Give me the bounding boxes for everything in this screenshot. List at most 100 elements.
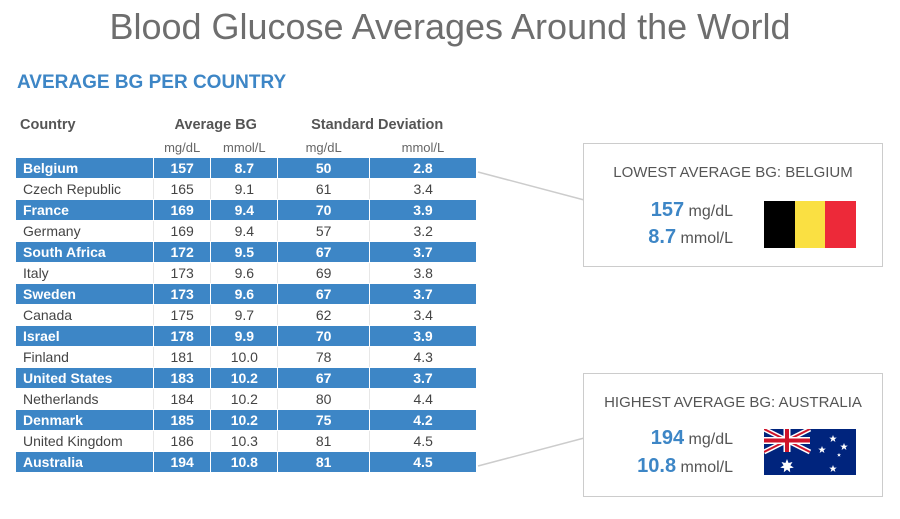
cell-avg-mmol: 10.0 — [210, 346, 279, 368]
cell-country: Belgium — [16, 158, 154, 179]
cell-avg-mg: 172 — [153, 241, 212, 263]
cell-avg-mg: 157 — [153, 158, 212, 179]
cell-sd-mmol: 4.2 — [369, 409, 478, 431]
cell-sd-mmol: 3.7 — [369, 283, 478, 305]
australia-flag-icon — [764, 429, 856, 475]
cell-country: United Kingdom — [16, 430, 154, 452]
cell-avg-mmol: 10.2 — [210, 388, 279, 410]
table-row: United Kingdom 186 10.3 81 4.5 — [16, 430, 477, 452]
cell-sd-mmol: 2.8 — [369, 158, 478, 179]
table-row: Belgium 157 8.7 50 2.8 — [16, 158, 478, 179]
table-row: Germany 169 9.4 57 3.2 — [16, 220, 477, 242]
cell-sd-mg: 75 — [277, 409, 370, 431]
cell-sd-mg: 78 — [277, 346, 370, 368]
lowest-mmol-value: 8.7 — [648, 226, 677, 248]
cell-avg-mg: 173 — [153, 283, 212, 305]
cell-sd-mg: 81 — [277, 451, 370, 473]
cell-sd-mg: 67 — [277, 241, 370, 263]
table-header-row: Country Average BG Standard Deviation — [16, 114, 477, 136]
lowest-mg-value: 157 — [650, 199, 685, 221]
cell-avg-mg: 185 — [153, 409, 212, 431]
table-row: Sweden 173 9.6 67 3.7 — [16, 283, 478, 305]
highest-connector-line — [477, 436, 589, 467]
cell-sd-mg: 80 — [277, 388, 370, 410]
cell-country: Denmark — [16, 409, 154, 431]
cell-sd-mmol: 3.4 — [369, 178, 477, 200]
lowest-mmol-line: 8.7 mmol/L — [648, 226, 733, 249]
cell-sd-mg: 81 — [277, 430, 370, 452]
cell-sd-mmol: 3.7 — [369, 367, 478, 389]
cell-avg-mmol: 9.5 — [210, 241, 279, 263]
cell-sd-mmol: 4.5 — [369, 430, 477, 452]
section-heading: AVERAGE BG PER COUNTRY — [17, 72, 287, 93]
cell-sd-mmol: 3.7 — [369, 241, 478, 263]
cell-avg-mg: 183 — [153, 367, 212, 389]
table-row: Canada 175 9.7 62 3.4 — [16, 304, 477, 326]
cell-country: Sweden — [16, 283, 154, 305]
cell-avg-mg: 186 — [153, 430, 212, 452]
cell-sd-mmol: 3.9 — [369, 199, 478, 221]
table-row: Denmark 185 10.2 75 4.2 — [16, 409, 478, 431]
cell-sd-mg: 61 — [277, 178, 370, 200]
cell-country: Czech Republic — [16, 178, 154, 200]
col-header-stddev: Standard Deviation — [311, 117, 444, 133]
highest-mmol-value: 10.8 — [637, 455, 677, 477]
cell-sd-mg: 70 — [277, 199, 370, 221]
unit-sd-mmol: mmol/L — [401, 139, 445, 155]
col-header-country: Country — [20, 117, 76, 133]
cell-country: France — [16, 199, 154, 221]
cell-avg-mg: 181 — [153, 346, 212, 368]
unit-avg-mg: mg/dL — [164, 139, 201, 155]
unit-avg-mmol: mmol/L — [223, 139, 266, 155]
highest-mmol-line: 10.8 mmol/L — [637, 455, 733, 478]
cell-sd-mg: 67 — [277, 283, 370, 305]
table-row: Australia 194 10.8 81 4.5 — [16, 451, 478, 473]
cell-avg-mmol: 9.6 — [210, 262, 279, 284]
cell-avg-mg: 165 — [153, 178, 212, 200]
cell-avg-mg: 169 — [153, 220, 212, 242]
table-units-row: mg/dL mmol/L mg/dL mmol/L — [16, 136, 477, 158]
cell-sd-mg: 57 — [277, 220, 370, 242]
cell-country: Canada — [16, 304, 154, 326]
cell-sd-mmol: 3.4 — [369, 304, 477, 326]
cell-avg-mmol: 9.7 — [210, 304, 279, 326]
cell-avg-mmol: 10.2 — [210, 409, 279, 431]
belgium-flag-icon — [764, 201, 856, 248]
cell-sd-mmol: 4.4 — [369, 388, 477, 410]
highest-mg-unit: mg/dL — [688, 431, 733, 448]
cell-avg-mg: 173 — [153, 262, 212, 284]
cell-avg-mmol: 8.7 — [210, 158, 279, 179]
cell-sd-mmol: 3.8 — [369, 262, 477, 284]
cell-sd-mmol: 3.9 — [369, 325, 478, 347]
cell-sd-mg: 50 — [277, 158, 370, 179]
lowest-connector-line — [477, 171, 589, 202]
cell-country: Australia — [16, 451, 154, 473]
cell-avg-mg: 184 — [153, 388, 212, 410]
table-row: Israel 178 9.9 70 3.9 — [16, 325, 478, 347]
cell-avg-mmol: 9.6 — [210, 283, 279, 305]
cell-avg-mmol: 10.8 — [210, 451, 279, 473]
cell-country: Finland — [16, 346, 154, 368]
cell-avg-mmol: 9.9 — [210, 325, 279, 347]
table-row: Italy 173 9.6 69 3.8 — [16, 262, 477, 284]
table-body: Belgium 157 8.7 50 2.8 Czech Republic 165 9.1 61… — [16, 158, 478, 473]
cell-sd-mmol: 4.3 — [369, 346, 477, 368]
cell-avg-mmol: 9.4 — [210, 199, 279, 221]
table-row: France 169 9.4 70 3.9 — [16, 199, 478, 221]
cell-country: United States — [16, 367, 154, 389]
table-row: Czech Republic 165 9.1 61 3.4 — [16, 178, 477, 200]
cell-sd-mg: 69 — [277, 262, 370, 284]
highest-mg-value: 194 — [650, 427, 685, 449]
cell-avg-mmol: 10.2 — [210, 367, 279, 389]
table-row: Finland 181 10.0 78 4.3 — [16, 346, 477, 368]
bg-table: Country Average BG Standard Deviation mg… — [16, 114, 478, 473]
lowest-mg-line: 157 mg/dL — [651, 199, 733, 222]
lowest-mg-unit: mg/dL — [688, 203, 733, 220]
lowest-callout-title: LOWEST AVERAGE BG: BELGIUM — [613, 164, 853, 181]
lowest-callout: LOWEST AVERAGE BG: BELGIUM 157 mg/dL 8.7… — [583, 143, 883, 267]
cell-avg-mg: 175 — [153, 304, 212, 326]
cell-sd-mg: 70 — [277, 325, 370, 347]
highest-callout-title: HIGHEST AVERAGE BG: AUSTRALIA — [604, 394, 862, 411]
highest-mg-line: 194 mg/dL — [651, 427, 733, 450]
